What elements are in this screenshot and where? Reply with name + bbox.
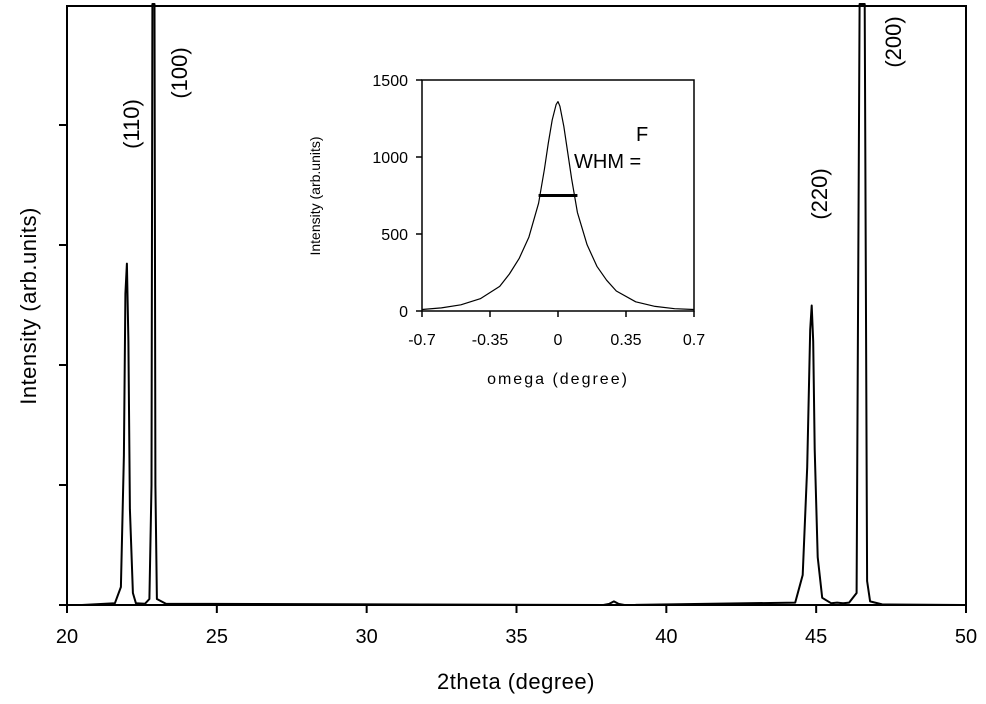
main-x-tick-label-4: 40: [655, 626, 677, 648]
main-x-tick-label-1: 25: [206, 626, 228, 648]
inset-x-tick-label-2: 0: [554, 332, 563, 349]
inset-series-line: [421, 101, 695, 311]
inset-y-ticks: [416, 79, 422, 312]
main-y-ticks: [59, 124, 67, 606]
inset-x-tick-label-3: 0.35: [610, 332, 641, 349]
main-x-ticks: [66, 605, 967, 613]
peak-label-220: (220): [807, 168, 832, 219]
inset-x-tick-label-0: -0.7: [408, 332, 436, 349]
peak-label-200: (200): [881, 16, 906, 67]
inset-annotation-whm: WHM =: [574, 151, 641, 173]
inset-x-tick-label-1: -0.35: [472, 332, 509, 349]
inset-y-tick-label-0: 0: [399, 304, 408, 321]
main-x-tick-label-6: 50: [955, 626, 977, 648]
inset-y-tick-labels: 0 500 1000 1500: [372, 73, 408, 321]
main-series-line: [81, 3, 964, 606]
main-x-tick-label-2: 30: [356, 626, 378, 648]
main-x-axis-title: 2theta (degree): [437, 669, 595, 694]
inset-y-tick-label-1: 500: [381, 227, 408, 244]
main-y-axis-title: Intensity (arb.units): [16, 207, 41, 405]
inset-x-ticks: [421, 311, 695, 317]
main-chart: 20 25 30 35 40 45 50 2theta (degree) Intensity…: [16, 3, 977, 694]
inset-y-tick-label-3: 1500: [372, 73, 408, 90]
inset-y-tick-label-2: 1000: [372, 150, 408, 167]
peak-label-100: (100): [167, 47, 192, 98]
main-x-tick-label-3: 35: [505, 626, 527, 648]
main-x-tick-label-0: 20: [56, 626, 78, 648]
inset-x-axis-title: omega (degree): [487, 371, 629, 388]
inset-x-tick-label-4: 0.7: [683, 332, 705, 349]
main-x-tick-label-5: 45: [805, 626, 827, 648]
inset-chart: -0.7 -0.35 0 0.35 0.7 0 500 1000 1500 omega (de…: [307, 73, 705, 388]
inset-x-tick-labels: -0.7 -0.35 0 0.35 0.7: [408, 332, 705, 349]
inset-annotation-f: F: [636, 124, 648, 146]
inset-y-axis-title: Intensity (arb.units): [307, 136, 323, 255]
main-x-tick-labels: 20 25 30 35 40 45 50: [56, 626, 977, 648]
peak-label-110: (110): [119, 99, 144, 149]
